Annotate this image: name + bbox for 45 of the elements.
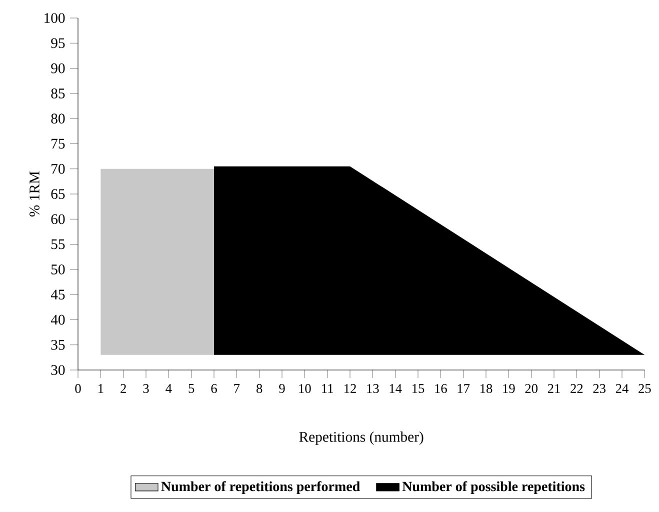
y-tick-label: 90 (51, 63, 65, 74)
x-tick-label: 25 (638, 384, 651, 393)
x-tick-label: 10 (299, 384, 311, 394)
x-tick-label: 0 (75, 384, 81, 394)
x-tick-label: 23 (593, 384, 606, 393)
x-tick-label: 14 (390, 384, 402, 393)
x-tick-label: 2 (120, 384, 126, 393)
x-tick-label: 16 (435, 384, 447, 393)
x-tick-label: 7 (234, 384, 240, 393)
x-tick-label: 17 (458, 384, 470, 393)
y-tick-label: 40 (50, 314, 65, 325)
x-tick-label: 12 (344, 384, 356, 393)
y-tick-label: 65 (51, 189, 65, 199)
legend-label: Number of repetitions performed (161, 481, 360, 494)
x-tick-label: 4 (166, 384, 172, 393)
x-tick-label: 11 (322, 384, 333, 393)
y-tick-label: 70 (52, 164, 65, 174)
y-tick-label: 45 (50, 290, 65, 300)
y-tick-label: 100 (44, 13, 65, 23)
y-tick-label: 55 (51, 239, 65, 250)
x-tick-label: 18 (480, 384, 492, 394)
x-tick-label: 13 (367, 384, 379, 393)
y-tick-label: 95 (51, 38, 65, 48)
y-tick-label: 85 (51, 88, 65, 98)
x-tick-label: 22 (570, 384, 583, 393)
y-tick-label: 50 (51, 264, 65, 274)
x-tick-label: 1 (98, 384, 104, 393)
x-tick-label: 6 (211, 384, 217, 393)
x-tick-label: 8 (256, 384, 262, 394)
y-tick-label: 35 (51, 340, 65, 350)
x-tick-label: 19 (503, 384, 515, 393)
legend-label: Number of possible repetitions (402, 481, 585, 494)
x-tick-label: 21 (548, 384, 560, 393)
x-tick-label: 3 (143, 384, 149, 393)
y-tick-label: 80 (51, 114, 65, 124)
y-tick-label: 75 (52, 138, 65, 149)
x-tick-label: 24 (616, 384, 628, 393)
x-tick-label: 9 (279, 384, 285, 393)
x-tick-label: 5 (188, 384, 194, 393)
y-tick-label: 30 (51, 365, 65, 375)
x-tick-label: 20 (525, 384, 538, 394)
x-tick-label: 15 (412, 384, 424, 393)
x-axis-title: Repetitions (number) (299, 432, 424, 445)
y-tick-label: 60 (51, 214, 65, 224)
y-axis-title: % 1RM (30, 171, 40, 217)
